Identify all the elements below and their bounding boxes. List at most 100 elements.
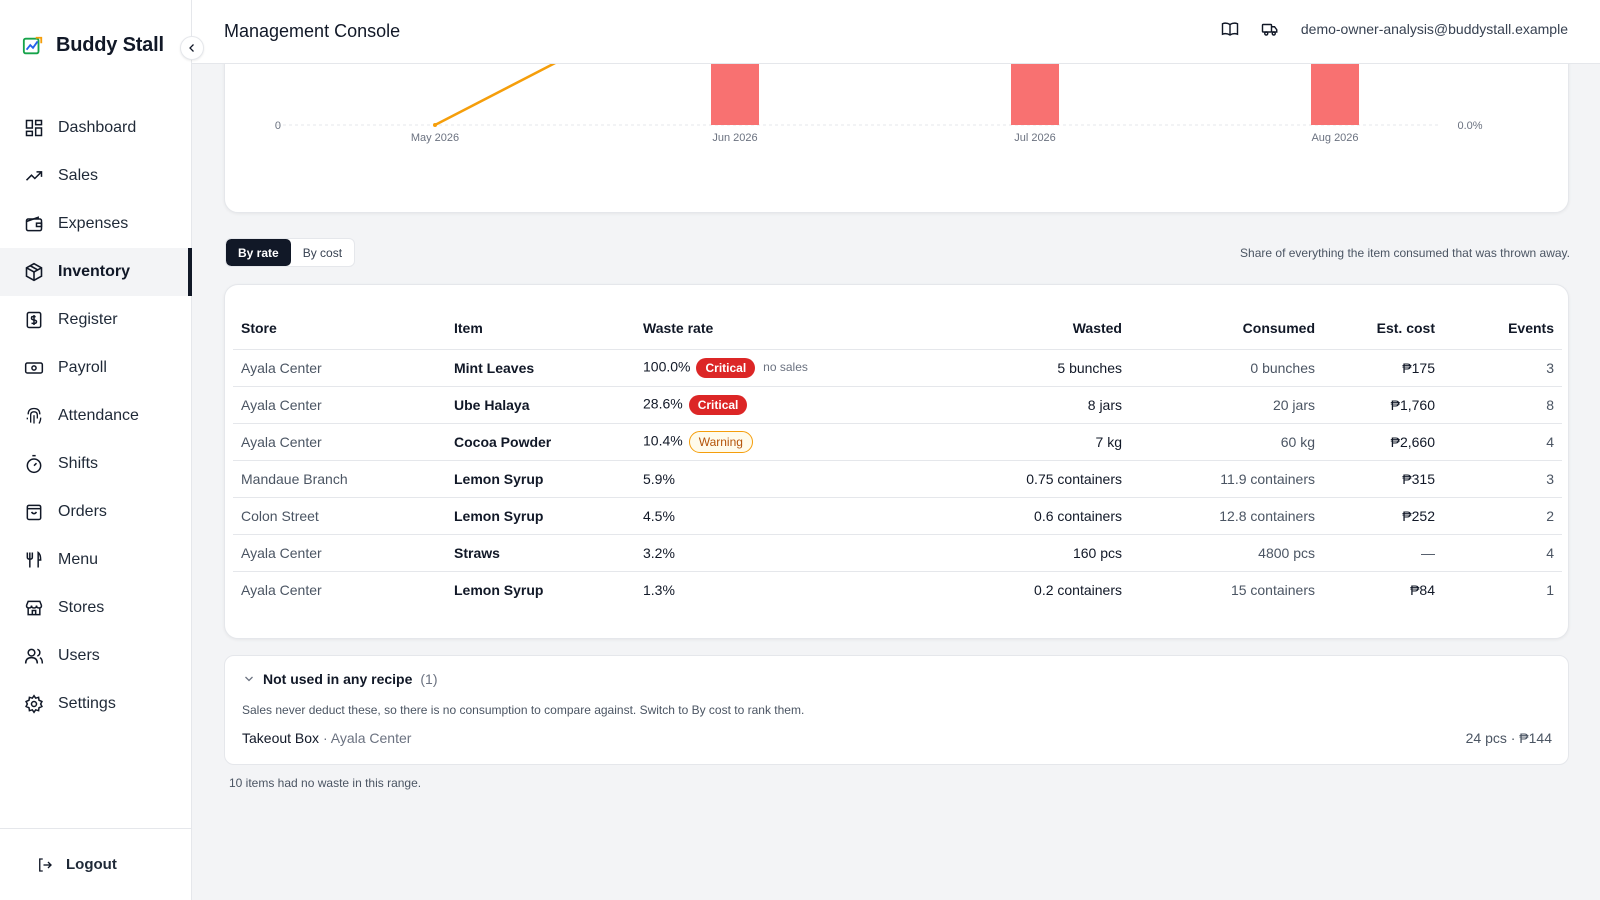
col-est-cost[interactable]: Est. cost bbox=[1323, 307, 1443, 350]
cell-wasted: 7 kg bbox=[835, 423, 1130, 461]
cell-est-cost: ₱84 bbox=[1410, 581, 1435, 598]
cell-consumed: 12.8 containers bbox=[1130, 497, 1323, 535]
timer-icon bbox=[26, 454, 42, 474]
box-icon bbox=[25, 262, 43, 282]
cell-events: 4 bbox=[1443, 534, 1562, 572]
logout-label: Logout bbox=[66, 856, 117, 873]
x-tick-label: Jun 2026 bbox=[712, 132, 757, 144]
cell-consumed: 60 kg bbox=[1130, 423, 1323, 461]
cell-est-cost: ₱2,660 bbox=[1323, 423, 1443, 461]
sidebar-item-label: Settings bbox=[58, 695, 116, 712]
wallet-icon bbox=[25, 216, 43, 232]
brand-name: Buddy Stall bbox=[56, 34, 164, 56]
cell-store: Ayala Center bbox=[233, 534, 446, 572]
bag-icon bbox=[26, 504, 42, 521]
table-row[interactable]: Ayala Center Straws 3.2% 160 pcs 4800 pc… bbox=[233, 534, 1562, 572]
cell-wasted: 5 bunches bbox=[835, 349, 1130, 387]
sidebar-item-settings[interactable]: Settings bbox=[0, 680, 192, 728]
cell-events: 3 bbox=[1443, 349, 1562, 387]
sidebar-item-label: Shifts bbox=[58, 455, 99, 472]
sidebar-item-menu[interactable]: Menu bbox=[0, 536, 192, 584]
cell-waste-rate: 4.5% bbox=[635, 497, 835, 535]
cell-consumed: 0 bunches bbox=[1130, 349, 1323, 387]
sidebar-item-label: Stores bbox=[58, 599, 105, 616]
sidebar-item-label: Menu bbox=[58, 551, 99, 568]
brand[interactable]: Buddy Stall bbox=[22, 34, 164, 57]
sidebar: Buddy Stall Dashboard Sales Expenses Inv… bbox=[0, 0, 204, 900]
cell-consumed: 4800 pcs bbox=[1130, 534, 1323, 572]
cell-item: Lemon Syrup bbox=[454, 581, 544, 598]
logout-icon bbox=[39, 857, 52, 872]
col-store[interactable]: Store bbox=[233, 307, 446, 350]
sidebar-item-expenses[interactable]: Expenses bbox=[0, 200, 192, 248]
sidebar-item-orders[interactable]: Orders bbox=[0, 488, 192, 536]
unused-separator: · bbox=[319, 730, 331, 746]
unused-item-value: 24 pcs · ₱144 bbox=[1465, 730, 1552, 746]
banknote-icon bbox=[24, 362, 44, 374]
col-item[interactable]: Item bbox=[446, 307, 635, 350]
rate-hint: Share of everything the item consumed th… bbox=[1240, 246, 1570, 260]
unused-toggle[interactable]: Not used in any recipe (1) bbox=[243, 671, 438, 687]
cell-est-cost: ₱1,760 bbox=[1323, 386, 1443, 424]
toggle-by-cost[interactable]: By cost bbox=[302, 245, 343, 260]
logout-button[interactable]: Logout bbox=[0, 828, 192, 900]
rate-value: 28.6% bbox=[643, 395, 683, 412]
table-row[interactable]: Mandaue Branch Lemon Syrup 5.9% 0.75 con… bbox=[233, 460, 1562, 498]
table-row[interactable]: Ayala Center Mint Leaves 100.0% Critical n… bbox=[233, 349, 1562, 387]
rate-value: 100.0% bbox=[643, 358, 691, 375]
rate-line bbox=[434, 59, 560, 127]
truck-icon[interactable] bbox=[1261, 20, 1279, 38]
sidebar-item-inventory[interactable]: Inventory bbox=[0, 248, 192, 296]
page-title: Management Console bbox=[224, 21, 401, 41]
sidebar-item-label: Users bbox=[58, 647, 100, 664]
unused-item: Takeout Box · Ayala Center bbox=[242, 730, 411, 746]
sidebar-item-sales[interactable]: Sales bbox=[0, 152, 192, 200]
top-header: Management Console demo-owner-analysis@b… bbox=[192, 0, 1600, 64]
y-left-tick-label: 0 bbox=[275, 120, 281, 132]
users-icon bbox=[24, 648, 44, 664]
cell-store: Ayala Center bbox=[233, 423, 446, 461]
col-waste-rate[interactable]: Waste rate bbox=[635, 307, 835, 350]
cell-est-cost: ₱175 bbox=[1323, 349, 1443, 387]
table-row[interactable]: Ayala Center Lemon Syrup 1.3% 0.2 contai… bbox=[233, 571, 1562, 608]
sidebar-item-stores[interactable]: Stores bbox=[0, 584, 192, 632]
trending-up-icon bbox=[25, 171, 43, 181]
logo-icon bbox=[22, 36, 43, 54]
cell-est-cost: — bbox=[1323, 534, 1443, 572]
no-waste-footnote: 10 items had no waste in this range. bbox=[229, 776, 422, 790]
sidebar-item-shifts[interactable]: Shifts bbox=[0, 440, 192, 488]
col-wasted[interactable]: Wasted bbox=[835, 307, 1130, 350]
col-consumed[interactable]: Consumed bbox=[1130, 307, 1323, 350]
toggle-by-rate[interactable]: By rate bbox=[226, 239, 291, 266]
book-icon[interactable] bbox=[1221, 20, 1239, 38]
cell-store: Ayala Center bbox=[241, 581, 322, 598]
cell-events: 2 bbox=[1443, 497, 1562, 535]
cell-item: Lemon Syrup bbox=[446, 460, 635, 498]
sidebar-item-dashboard[interactable]: Dashboard bbox=[0, 104, 192, 152]
cell-waste-rate: 3.2% bbox=[635, 534, 835, 572]
fingerprint-icon bbox=[26, 407, 42, 424]
cell-events: 4 bbox=[1443, 423, 1562, 461]
sidebar-item-register[interactable]: Register bbox=[0, 296, 192, 344]
user-email[interactable]: demo-owner-analysis@buddystall.example bbox=[1300, 21, 1568, 37]
table-row[interactable]: Ayala Center Ube Halaya 28.6% Critical 8 … bbox=[233, 386, 1562, 424]
status-badge: Warning bbox=[688, 430, 753, 453]
cell-store: Ayala Center bbox=[233, 349, 446, 387]
table-row[interactable]: Ayala Center Cocoa Powder 10.4% Warning 7… bbox=[233, 423, 1562, 461]
unused-items-panel: Not used in any recipe (1) Sales never d… bbox=[224, 655, 1569, 765]
sidebar-item-payroll[interactable]: Payroll bbox=[0, 344, 192, 392]
cell-waste-rate: 100.0% Critical no sales bbox=[635, 349, 835, 387]
sidebar-item-label: Sales bbox=[58, 167, 99, 184]
table-header-row: Store Item Waste rate Wasted Consumed Es… bbox=[233, 307, 1562, 350]
collapse-sidebar-button[interactable] bbox=[180, 36, 204, 60]
cell-events: 1 bbox=[1546, 581, 1554, 598]
sidebar-item-attendance[interactable]: Attendance bbox=[0, 392, 192, 440]
col-events[interactable]: Events bbox=[1443, 307, 1562, 350]
sidebar-item-users[interactable]: Users bbox=[0, 632, 192, 680]
table-row[interactable]: Colon Street Lemon Syrup 4.5% 0.6 contai… bbox=[233, 497, 1562, 535]
cell-events: 8 bbox=[1443, 386, 1562, 424]
cell-est-cost: ₱315 bbox=[1323, 460, 1443, 498]
cell-item: Straws bbox=[446, 534, 635, 572]
cell-consumed: 15 containers bbox=[1230, 581, 1315, 598]
sidebar-item-label: Attendance bbox=[58, 407, 139, 424]
